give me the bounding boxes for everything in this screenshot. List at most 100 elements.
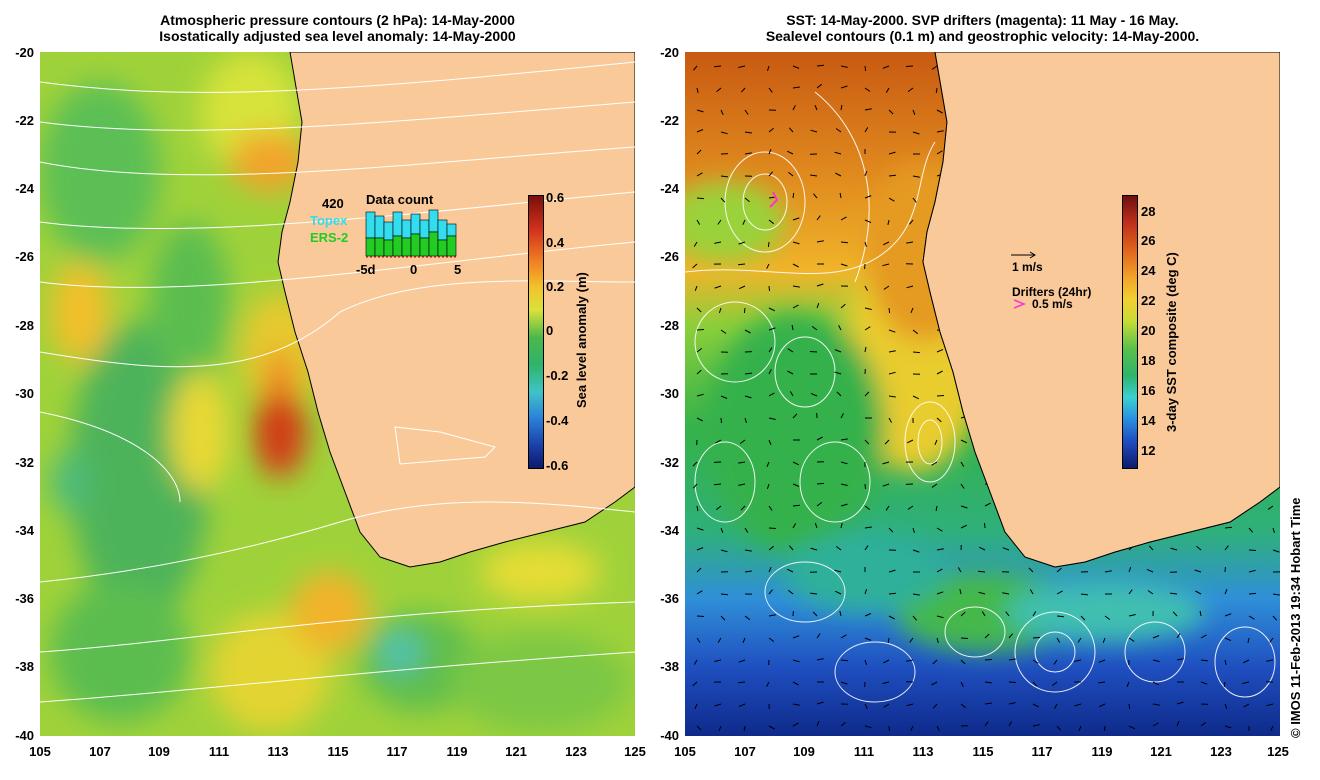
cbar-tick: 18 <box>1141 353 1156 368</box>
velocity-arrow <box>931 681 938 686</box>
velocity-arrow <box>720 615 726 621</box>
velocity-arrow <box>792 86 800 89</box>
velocity-arrow <box>744 109 749 115</box>
velocity-arrow <box>1054 703 1058 709</box>
velocity-arrow <box>936 568 943 573</box>
y-tick: -22 <box>15 113 34 128</box>
velocity-arrow <box>1224 659 1227 666</box>
velocity-arrow <box>1223 681 1226 688</box>
velocity-arrow <box>792 192 795 199</box>
velocity-arrow <box>888 350 896 353</box>
drifters-legend-speed: 0.5 m/s <box>1032 297 1073 311</box>
velocity-arrow <box>1008 681 1017 683</box>
velocity-arrow <box>693 241 698 247</box>
velocity-arrow <box>1051 681 1058 687</box>
velocity-arrow <box>960 703 967 709</box>
velocity-arrow <box>936 527 943 532</box>
velocity-arrow <box>767 65 770 72</box>
drifters-legend-title: Drifters (24hr) <box>1012 285 1092 299</box>
velocity-arrow <box>864 195 872 199</box>
velocity-arrow <box>792 703 800 706</box>
velocity-arrow <box>792 105 796 111</box>
velocity-arrow <box>696 527 704 531</box>
velocity-arrow <box>864 703 868 709</box>
velocity-arrow <box>1266 659 1274 662</box>
velocity-arrow <box>960 524 968 529</box>
velocity-arrow <box>768 347 773 353</box>
right-title-line1: SST: 14-May-2000. SVP drifters (magenta)… <box>786 12 1179 28</box>
velocity-arrow <box>840 483 848 486</box>
velocity-arrow <box>715 439 722 444</box>
velocity-arrow <box>692 461 698 467</box>
velocity-arrow <box>814 105 818 111</box>
y-tick: -28 <box>15 318 34 333</box>
x-tick: 109 <box>148 744 170 759</box>
velocity-arrow <box>1032 703 1039 708</box>
velocity-arrow <box>766 483 770 490</box>
velocity-arrow <box>792 483 800 487</box>
velocity-arrow <box>864 725 872 729</box>
velocity-arrow <box>720 417 722 424</box>
velocity-arrow <box>766 681 770 687</box>
velocity-arrow <box>1248 615 1255 620</box>
velocity-arrow <box>810 129 818 133</box>
velocity-arrow <box>1242 659 1250 664</box>
velocity-arrow <box>811 325 818 331</box>
velocity-arrow <box>836 391 842 397</box>
velocity-arrow <box>885 87 890 93</box>
x-tick: 107 <box>734 744 756 759</box>
velocity-arrow <box>888 109 894 115</box>
x-tick: 105 <box>674 744 696 759</box>
velocity-arrow <box>1008 702 1016 705</box>
velocity-arrow <box>744 527 749 533</box>
velocity-arrow <box>1224 589 1228 595</box>
y-tick: -20 <box>15 45 34 60</box>
y-tick: -24 <box>15 181 34 196</box>
velocity-arrow <box>810 174 818 177</box>
velocity-arrow <box>743 725 746 732</box>
velocity-arrow <box>768 725 775 730</box>
velocity-arrow <box>715 505 722 511</box>
velocity-arrow <box>935 505 938 512</box>
velocity-arrow <box>744 570 752 573</box>
velocity-arrow <box>840 522 843 529</box>
velocity-arrow <box>1269 637 1274 643</box>
y-tick: -22 <box>660 113 679 128</box>
velocity-arrow <box>1152 659 1160 663</box>
velocity-arrow <box>1152 681 1160 686</box>
velocity-arrow <box>960 439 968 444</box>
velocity-arrow <box>720 329 727 334</box>
velocity-arrow <box>1102 637 1106 643</box>
velocity-arrow <box>768 369 772 375</box>
velocity-arrow <box>1172 611 1178 617</box>
velocity-arrow <box>906 439 914 444</box>
x-tick: 111 <box>853 744 875 759</box>
data-count-histogram <box>365 209 457 258</box>
velocity-arrow <box>960 611 966 617</box>
velocity-arrow <box>957 567 962 573</box>
y-tick: -30 <box>660 386 679 401</box>
cbar-tick: 0 <box>546 323 554 338</box>
velocity-arrow <box>714 285 722 289</box>
velocity-arrow <box>810 592 818 595</box>
velocity-arrow <box>932 703 938 709</box>
velocity-arrow <box>1272 549 1280 553</box>
velocity-arrow <box>1032 636 1040 639</box>
velocity-arrow <box>864 87 871 92</box>
velocity-arrow <box>888 417 893 423</box>
y-tick: -34 <box>15 523 34 538</box>
velocity-arrow <box>840 241 848 244</box>
velocity-arrow <box>910 725 914 731</box>
velocity-arrow <box>816 482 825 485</box>
velocity-arrow <box>834 590 842 595</box>
velocity-arrow <box>1176 701 1184 705</box>
velocity-arrow <box>1248 527 1254 533</box>
velocity-arrow <box>696 109 704 113</box>
velocity-arrow <box>717 219 722 225</box>
velocity-arrow <box>960 505 968 509</box>
velocity-arrow <box>696 219 701 225</box>
velocity-arrow <box>1080 593 1088 596</box>
velocity-arrow <box>1098 703 1106 708</box>
velocity-arrow <box>864 526 872 529</box>
velocity-arrow <box>720 109 724 116</box>
